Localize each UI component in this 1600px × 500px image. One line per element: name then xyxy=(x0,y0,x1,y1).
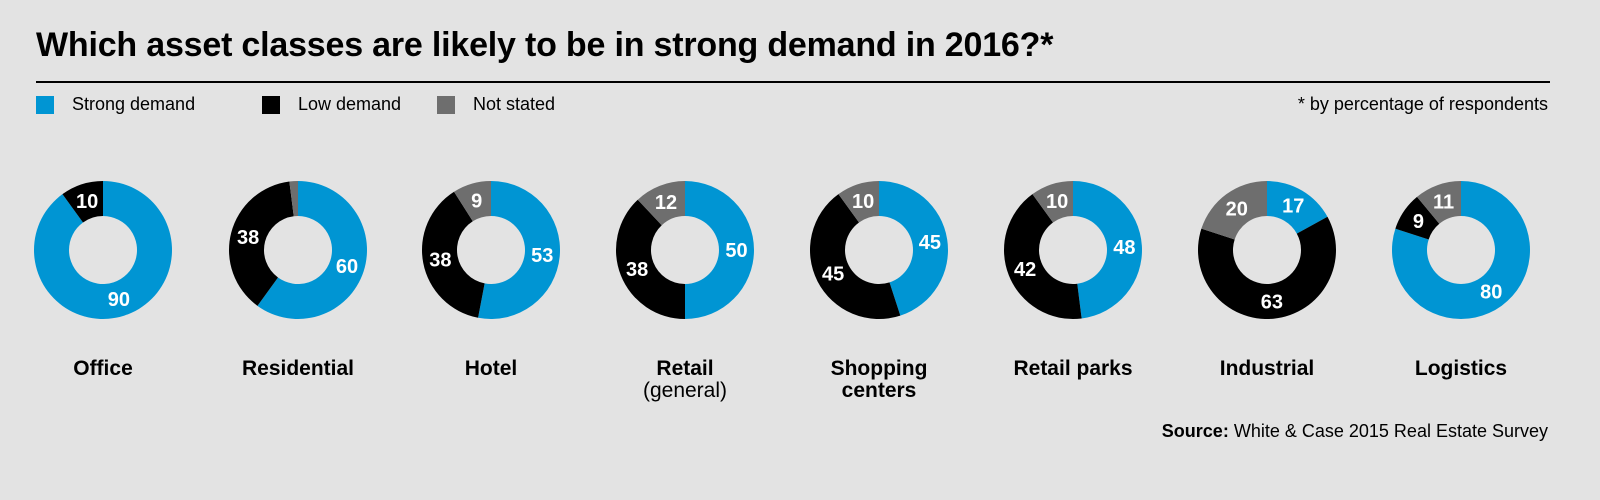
donut-slice-strong xyxy=(34,181,173,320)
donut-value-label: 45 xyxy=(919,232,941,254)
title-divider xyxy=(36,81,1550,83)
donut-retail: 50 38 12 xyxy=(616,181,754,319)
legend-label-low: Low demand xyxy=(298,94,402,114)
donut-slice-strong xyxy=(685,181,754,319)
legend-label-not-stated: Not stated xyxy=(473,94,556,114)
donut-residential: 60 38 xyxy=(228,181,367,320)
donut-slice-strong xyxy=(478,181,560,319)
donut-value-label: 50 xyxy=(725,240,747,262)
source-line: Source: White & Case 2015 Real Estate Su… xyxy=(1162,421,1548,442)
category-label-main: Retail parks xyxy=(1013,357,1133,380)
category-label: Office xyxy=(3,358,203,380)
donut-slice-low xyxy=(228,181,294,306)
donut-slice-strong xyxy=(257,181,367,320)
donut-value-label: 38 xyxy=(429,250,451,272)
donut-value-label: 42 xyxy=(1014,259,1036,281)
category-label: Shopping centers xyxy=(779,358,979,402)
category-label: Residential xyxy=(198,358,398,380)
category-label: Industrial xyxy=(1167,358,1367,380)
donut-slice-low xyxy=(616,199,685,319)
donut-value-label: 10 xyxy=(1046,191,1068,213)
donut-shopping: 45 45 10 xyxy=(810,181,948,319)
legend-item-strong-demand: Strong demand xyxy=(36,94,195,115)
category-label-main: Hotel xyxy=(464,357,518,380)
donut-industrial: 17 63 20 xyxy=(1198,181,1336,319)
category-label-main: Shopping xyxy=(830,357,928,380)
donut-slice-low xyxy=(422,191,485,318)
donut-value-label: 10 xyxy=(76,191,98,213)
donut-value-label: 90 xyxy=(108,289,130,311)
legend: Strong demand Low demand Not stated xyxy=(36,94,736,118)
legend-swatch-strong xyxy=(36,95,54,114)
donut-value-label: 9 xyxy=(1413,211,1424,233)
donut-slice-not-stated xyxy=(289,181,298,217)
donut-slice-strong xyxy=(1267,181,1328,234)
category-label: Hotel xyxy=(391,358,591,380)
category-label-sub: (general) xyxy=(642,379,728,402)
donut-slice-low xyxy=(1395,196,1440,240)
donut-value-label: 12 xyxy=(655,192,677,214)
donut-value-label: 9 xyxy=(471,191,482,213)
donut-value-label: 48 xyxy=(1113,237,1135,259)
donut-office: 90 10 xyxy=(34,181,173,320)
donut-value-label: 63 xyxy=(1261,291,1283,313)
donut-value-label: 17 xyxy=(1282,196,1304,218)
footnote: * by percentage of respondents xyxy=(1297,94,1548,114)
legend-swatch-not-stated xyxy=(437,95,455,114)
donut-value-label: 60 xyxy=(336,256,358,278)
donut-value-label: 38 xyxy=(626,259,648,281)
category-label: Retail (general) xyxy=(585,358,785,402)
category-label: Retail parks xyxy=(973,358,1173,380)
category-label-main: Logistics xyxy=(1414,357,1508,380)
category-label: Logistics xyxy=(1361,358,1561,380)
donut-slice-not-stated xyxy=(1201,181,1267,240)
donut-logistics: 80 9 11 xyxy=(1392,181,1530,319)
category-label-main: Office xyxy=(73,357,133,380)
donut-hotel: 53 38 9 xyxy=(422,181,560,319)
donut-slice-strong xyxy=(1073,181,1142,319)
donut-slice-not-stated xyxy=(637,181,685,226)
donut-value-label: 11 xyxy=(1433,192,1454,214)
donut-slice-strong xyxy=(1392,181,1530,319)
legend-swatch-low xyxy=(262,95,280,114)
chart-title: Which asset classes are likely to be in … xyxy=(36,26,1054,64)
donut-value-label: 38 xyxy=(237,227,259,249)
donut-value-label: 45 xyxy=(822,263,844,285)
category-label-main: Industrial xyxy=(1219,357,1315,380)
donut-slice-low xyxy=(62,181,103,223)
donut-slice-low xyxy=(1198,216,1336,319)
donut-slice-not-stated xyxy=(1032,181,1073,223)
category-label-sub: centers xyxy=(841,379,917,402)
donut-value-label: 80 xyxy=(1480,282,1502,304)
legend-item-not-stated: Not stated xyxy=(437,94,555,115)
source-text: White & Case 2015 Real Estate Survey xyxy=(1233,421,1548,441)
category-label-main: Residential xyxy=(241,357,355,380)
category-label-main: Retail xyxy=(656,357,714,380)
donut-value-label: 10 xyxy=(852,191,874,213)
donut-slice-not-stated xyxy=(1417,181,1461,224)
donut-slice-not-stated xyxy=(838,181,879,223)
source-label: Source: xyxy=(1161,421,1229,441)
donut-slice-strong xyxy=(879,181,948,316)
donut-slice-low xyxy=(1004,194,1082,319)
donut-retail-parks: 48 42 10 xyxy=(1004,181,1142,319)
donut-slice-low xyxy=(810,194,901,319)
donut-value-label: 53 xyxy=(531,245,553,267)
legend-item-low-demand: Low demand xyxy=(262,94,401,115)
donut-value-label: 20 xyxy=(1226,198,1248,220)
legend-label-strong: Strong demand xyxy=(72,94,196,114)
donut-slice-not-stated xyxy=(454,181,491,222)
